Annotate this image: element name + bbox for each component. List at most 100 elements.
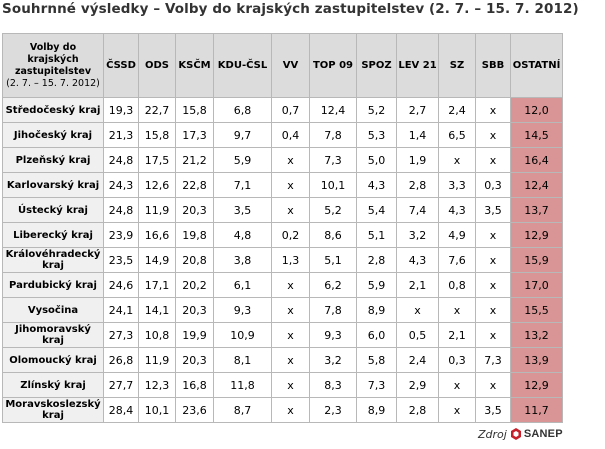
- table-cell: 5,4: [356, 197, 397, 223]
- table-cell: 5,9: [356, 272, 397, 298]
- table-cell: 23,5: [103, 247, 139, 273]
- table-cell: x: [438, 147, 476, 173]
- table-row: Liberecký kraj 23,9 16,6 19,8 4,8 0,2 8,6 5,1 3,…: [2, 222, 563, 248]
- table-row: Ústecký kraj 24,8 11,9 20,3 3,5 x 5,2 5,4 7,4 4,3…: [2, 197, 563, 223]
- table-cell: 3,2: [396, 222, 439, 248]
- table-cell: x: [438, 372, 476, 398]
- table-cell: 2,3: [309, 397, 357, 423]
- table-cell: 0,3: [438, 347, 476, 373]
- table-cell: 9,3: [309, 322, 357, 348]
- region-name: Středočeský kraj: [2, 97, 104, 123]
- page-title: Souhrnné výsledky – Volby do krajských z…: [2, 1, 579, 17]
- table-cell: 2,1: [396, 272, 439, 298]
- table-cell: 21,2: [175, 147, 214, 173]
- table-cell: 6,1: [213, 272, 272, 298]
- table-cell: 3,5: [213, 197, 272, 223]
- table-cell: 1,9: [396, 147, 439, 173]
- table-cell: 11,8: [213, 372, 272, 398]
- table-cell: 8,9: [356, 397, 397, 423]
- table-cell: 12,6: [138, 172, 176, 198]
- table-row: Olomoucký kraj 26,8 11,9 20,3 8,1 x 3,2 5,8 2,4 0…: [2, 347, 563, 373]
- column-header: ODS: [138, 33, 176, 98]
- table-cell: 8,3: [309, 372, 357, 398]
- corner-dates: (2. 7. – 15. 7. 2012): [6, 77, 100, 89]
- table-cell: 2,9: [396, 372, 439, 398]
- table-row: Středočeský kraj 19,3 22,7 15,8 6,8 0,7 12,4 5,…: [2, 97, 563, 123]
- table-cell: 7,3: [475, 347, 511, 373]
- table-cell: 2,8: [396, 172, 439, 198]
- table-cell: 5,3: [356, 122, 397, 148]
- table-cell: 12,4: [309, 97, 357, 123]
- table-cell: 24,3: [103, 172, 139, 198]
- table-cell: 4,3: [396, 247, 439, 273]
- table-row: Královéhradecký kraj 23,5 14,9 20,8 3,8 1,3 5,…: [2, 247, 563, 273]
- table-cell: 14,1: [138, 297, 176, 323]
- table-cell: 3,5: [475, 397, 511, 423]
- table-cell: 5,1: [309, 247, 357, 273]
- table-cell: 11,9: [138, 197, 176, 223]
- table-cell: 0,4: [271, 122, 310, 148]
- corner-label: Volby do krajských zastupitelstev: [14, 41, 92, 77]
- table-cell: 5,1: [356, 222, 397, 248]
- table-cell: x: [475, 97, 511, 123]
- table-cell: 0,2: [271, 222, 310, 248]
- table-cell: 7,6: [438, 247, 476, 273]
- column-header: TOP 09: [309, 33, 357, 98]
- table-cell: 20,8: [175, 247, 214, 273]
- source-label: Zdroj: [478, 427, 507, 441]
- table-cell: 15,8: [175, 97, 214, 123]
- column-header: KSČM: [175, 33, 214, 98]
- region-name: Liberecký kraj: [2, 222, 104, 248]
- region-name: Vysočina: [2, 297, 104, 323]
- table-cell: 3,3: [438, 172, 476, 198]
- table-cell: 1,4: [396, 122, 439, 148]
- table-cell: 19,9: [175, 322, 214, 348]
- table-row: Jihočeský kraj 21,3 15,8 17,3 9,7 0,4 7,8 5,3 1,…: [2, 122, 563, 148]
- table-cell: 5,8: [356, 347, 397, 373]
- table-row: Moravskoslezský kraj 28,4 10,1 23,6 8,7 x 2,3 8…: [2, 397, 563, 423]
- table-cell: 2,8: [396, 397, 439, 423]
- table-cell: 20,3: [175, 297, 214, 323]
- table-cell: 21,3: [103, 122, 139, 148]
- table-cell: 20,2: [175, 272, 214, 298]
- table-cell: 7,3: [309, 147, 357, 173]
- region-name: Jihočeský kraj: [2, 122, 104, 148]
- table-cell: 6,0: [356, 322, 397, 348]
- table-cell: 24,8: [103, 197, 139, 223]
- table-cell: 3,8: [213, 247, 272, 273]
- table-cell: 23,6: [175, 397, 214, 423]
- table-cell: x: [271, 322, 310, 348]
- table-cell: 12,3: [138, 372, 176, 398]
- table-cell: 24,1: [103, 297, 139, 323]
- table-cell: x: [475, 272, 511, 298]
- table-body: Středočeský kraj 19,3 22,7 15,8 6,8 0,7 12,4 5,…: [2, 97, 563, 423]
- table-cell: x: [475, 222, 511, 248]
- region-name: Královéhradecký kraj: [2, 247, 104, 273]
- table-cell: x: [271, 347, 310, 373]
- table-cell: 8,6: [309, 222, 357, 248]
- column-header: OSTATNÍ: [510, 33, 563, 98]
- table-cell: 28,4: [103, 397, 139, 423]
- region-name: Moravskoslezský kraj: [2, 397, 104, 423]
- table-cell: 17,3: [175, 122, 214, 148]
- table-cell: 7,4: [396, 197, 439, 223]
- column-header: SZ: [438, 33, 476, 98]
- table-cell: 3,5: [475, 197, 511, 223]
- table-cell: 0,7: [271, 97, 310, 123]
- table-cell: x: [475, 247, 511, 273]
- table-cell: x: [396, 297, 439, 323]
- table-cell: 26,8: [103, 347, 139, 373]
- table-cell: 2,4: [438, 97, 476, 123]
- table-cell: 2,4: [396, 347, 439, 373]
- table-row: Pardubický kraj 24,6 17,1 20,2 6,1 x 6,2 5,9 2,1…: [2, 272, 563, 298]
- table-cell: 20,3: [175, 347, 214, 373]
- table-cell: x: [475, 322, 511, 348]
- region-name: Ústecký kraj: [2, 197, 104, 223]
- table-cell: x: [271, 172, 310, 198]
- ostatni-cell: 16,4: [510, 147, 563, 173]
- ostatni-cell: 15,9: [510, 247, 563, 273]
- table-cell: 19,3: [103, 97, 139, 123]
- table-row: Zlínský kraj 27,7 12,3 16,8 11,8 x 8,3 7,3 2,9 x x…: [2, 372, 563, 398]
- table-cell: 0,3: [475, 172, 511, 198]
- table-cell: x: [271, 297, 310, 323]
